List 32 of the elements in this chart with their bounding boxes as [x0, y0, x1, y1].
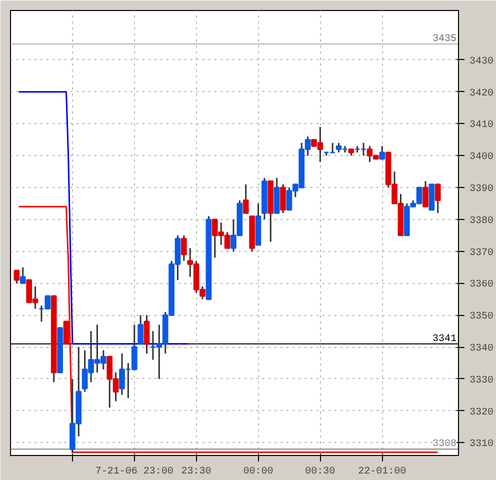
y-tick-label: 3330	[470, 375, 494, 386]
y-tick-label: 3400	[470, 152, 494, 164]
y-tick-label: 3310	[470, 439, 494, 450]
candlestick	[242, 184, 249, 214]
candlestick	[63, 320, 70, 345]
y-tick-label: 3340	[470, 344, 494, 355]
y-tick-label: 3360	[470, 280, 494, 291]
candlestick	[280, 184, 286, 214]
x-tick-label: 23:30	[181, 466, 212, 478]
y-tick-label: 3380	[470, 216, 494, 227]
candlestick	[138, 314, 144, 345]
y-tick-label: 3320	[470, 407, 494, 418]
x-tick-label: 7-21-06 23:00	[95, 466, 174, 478]
candlestick	[379, 145, 386, 160]
x-tick-label: 22-01:00	[358, 466, 406, 478]
candlestick	[144, 314, 150, 354]
candlestick	[181, 234, 187, 262]
y-tick-label: 3390	[470, 184, 494, 196]
candlestick	[422, 180, 428, 208]
ref-line-label: 3435	[432, 34, 457, 45]
x-tick-label: 00:30	[305, 466, 336, 478]
ref-line-label: 3308	[432, 439, 457, 450]
y-tick-label: 3350	[470, 312, 494, 323]
y-tick-label: 3430	[470, 56, 494, 68]
y-tick-label: 3410	[470, 120, 494, 132]
candlestick	[434, 184, 441, 214]
ref-line-label: 3341	[432, 334, 457, 345]
x-tick-label: 00:00	[243, 466, 274, 478]
y-tick-label: 3420	[470, 88, 494, 100]
y-tick-label: 3370	[470, 248, 494, 259]
candlestick	[20, 266, 26, 284]
candlestick	[14, 270, 20, 284]
